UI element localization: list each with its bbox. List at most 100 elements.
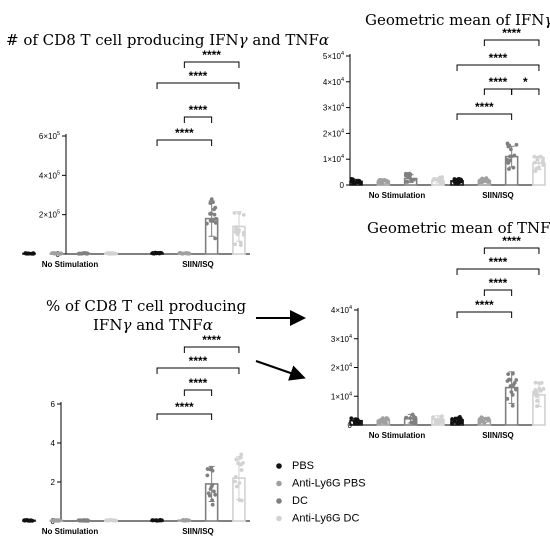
count-point-anti-ly6g-dc	[233, 230, 238, 234]
tnf-point-anti-ly6g-dc	[541, 386, 546, 391]
ifn-y-tick-label: 1×104	[323, 154, 344, 164]
count-point-anti-ly6g-dc	[105, 251, 110, 256]
tnf-point-anti-ly6g-pbs	[483, 416, 488, 421]
percent-category-label: SIIN/ISQ	[182, 527, 214, 536]
tnf-tick-exponent: 4	[349, 305, 352, 311]
percent-point-dc	[209, 484, 214, 489]
count-point-anti-ly6g-dc	[233, 242, 237, 247]
tnf-point-dc	[513, 387, 518, 392]
count-point-anti-ly6g-pbs	[186, 251, 191, 256]
ifn-significance-label: *	[523, 75, 528, 89]
ifn-y-tick-label: 4×104	[323, 77, 344, 87]
count-significance-label: ****	[189, 103, 208, 117]
tnf-point-pbs	[450, 421, 455, 425]
ifn-title: Geometric mean of IFNγ	[365, 11, 550, 29]
ifn-point-anti-ly6g-pbs	[484, 176, 489, 181]
ifn-point-anti-ly6g-dc	[541, 163, 546, 167]
ifn-point-pbs	[354, 179, 359, 184]
arrow-to-tnf-icon	[255, 360, 306, 381]
ifn-tick-exponent: 4	[341, 103, 344, 109]
count-category-label: No Stimulation	[42, 260, 99, 269]
percent-point-pbs	[26, 518, 31, 523]
ifn-significance-bracket	[511, 88, 540, 95]
tnf-point-anti-ly6g-dc	[434, 418, 438, 423]
count-title-part: # of CD8 T cell producing IFN	[6, 31, 239, 49]
percent-y-tick-label: 6	[51, 400, 56, 409]
tnf-point-pbs	[458, 416, 463, 421]
tnf-point-dc	[506, 372, 511, 377]
count-point-pbs	[30, 251, 35, 256]
ifn-point-dc	[505, 157, 510, 162]
tnf-tick-exponent: 4	[349, 363, 352, 369]
ifn-point-dc	[507, 167, 511, 171]
percent-title-part: % of CD8 T cell producing	[46, 297, 247, 315]
percent-point-anti-ly6g-dc	[105, 518, 110, 523]
tnf-point-dc	[508, 377, 513, 382]
count-y-tick-label: 6×105	[39, 131, 60, 141]
legend-marker-pbs	[276, 463, 282, 469]
tnf-tick-mantissa: 4×10	[331, 306, 350, 315]
tnf-tick-mantissa: 3×10	[331, 335, 350, 344]
percent-point-anti-ly6g-dc	[233, 475, 238, 479]
count-point-anti-ly6g-dc	[237, 211, 242, 216]
percent-significance-bracket	[183, 346, 240, 353]
percent-point-pbs	[150, 518, 155, 523]
tnf-point-pbs	[450, 417, 455, 421]
tnf-point-dc	[512, 381, 517, 385]
ifn-tick-exponent: 4	[341, 51, 344, 57]
count-title-part: and TNF	[248, 31, 319, 49]
ifn-category-label: SIIN/ISQ	[482, 191, 514, 200]
count-tick-exponent: 5	[57, 131, 60, 137]
tnf-y-tick-label: 2×104	[331, 363, 352, 373]
percent-title-part: IFN	[93, 316, 122, 334]
ifn-significance-label: ****	[489, 51, 508, 65]
tnf-point-pbs	[355, 419, 360, 424]
ifn-point-dc	[409, 177, 413, 182]
count-significance-bracket	[156, 139, 213, 146]
count-significance-label: ****	[175, 126, 194, 140]
count-tick-mantissa: 4×10	[39, 171, 58, 180]
tnf-point-pbs	[455, 420, 460, 425]
percent-point-dc	[208, 467, 213, 472]
tnf-point-pbs	[459, 420, 464, 425]
percent-title-line: % of CD8 T cell producing	[46, 297, 247, 315]
tnf-tick-mantissa: 2×10	[331, 364, 350, 373]
ifn-point-dc	[512, 153, 517, 158]
tnf-category-label: No Stimulation	[369, 431, 426, 440]
count-title-part: γ	[239, 31, 248, 49]
percent-point-pbs	[22, 518, 27, 523]
count-point-dc	[208, 211, 212, 216]
ifn-significance-bracket	[483, 39, 540, 46]
percent-significance-bracket	[156, 413, 213, 420]
percent-point-dc	[210, 502, 215, 507]
count-point-dc	[213, 236, 218, 241]
tnf-point-pbs	[349, 416, 354, 421]
count-point-anti-ly6g-dc	[241, 230, 246, 235]
percent-tick-mantissa: 2	[51, 478, 56, 487]
tnf-point-anti-ly6g-dc	[534, 392, 539, 397]
tnf-tick-mantissa: 1×10	[331, 392, 350, 401]
ifn-point-anti-ly6g-pbs	[377, 181, 382, 186]
count-point-dc	[80, 251, 85, 256]
count-point-anti-ly6g-dc	[232, 211, 237, 215]
ifn-point-anti-ly6g-dc	[534, 166, 539, 171]
tnf-point-anti-ly6g-pbs	[479, 416, 484, 421]
count-point-pbs	[158, 250, 163, 255]
tnf-point-anti-ly6g-pbs	[482, 421, 487, 425]
ifn-point-dc	[506, 161, 511, 165]
tnf-point-dc	[508, 384, 513, 388]
count-point-anti-ly6g-pbs	[56, 251, 61, 256]
tnf-point-anti-ly6g-pbs	[377, 418, 382, 423]
tnf-point-dc	[408, 416, 413, 421]
tnf-point-dc	[410, 412, 415, 417]
ifn-significance-bracket	[456, 113, 513, 120]
count-significance-bracket	[183, 61, 240, 68]
count-point-dc	[212, 212, 217, 217]
count-significance-label: ****	[189, 69, 208, 83]
tnf-title-part: Geometric mean of TNF	[367, 219, 550, 237]
count-point-pbs	[150, 251, 155, 255]
count-point-anti-ly6g-dc	[234, 225, 239, 229]
tnf-significance-label: ****	[502, 234, 521, 248]
ifn-tick-mantissa: 5×10	[323, 52, 342, 61]
